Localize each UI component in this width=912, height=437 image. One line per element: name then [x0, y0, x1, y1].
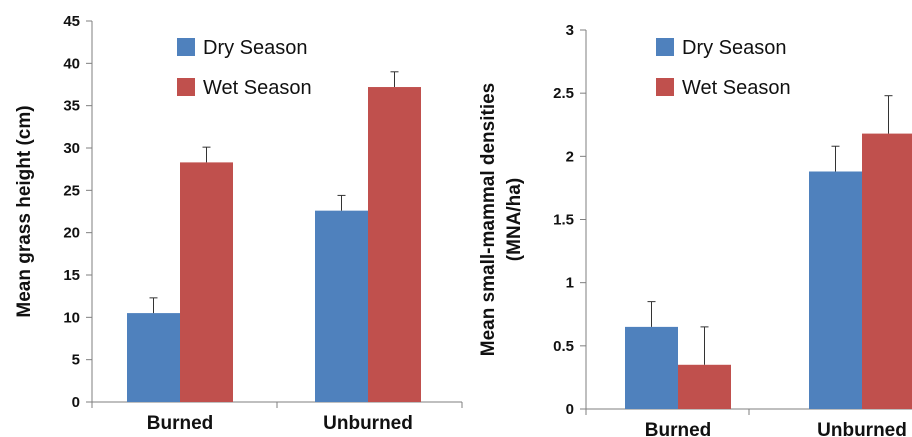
y-tick-label: 2: [566, 148, 574, 165]
y-tick-label: 0: [566, 401, 574, 418]
legend-label: Dry Season: [682, 37, 787, 59]
y-axis-label: Mean small-mammal densities: [478, 83, 499, 357]
y-tick-label: 1: [566, 275, 574, 292]
legend-label: Wet Season: [682, 77, 791, 99]
legend-label: Wet Season: [203, 77, 312, 99]
mammal-density-chart: 0 0.5 1 1.5 2 2.5 3 Burned Unburned Mean small-ma…: [478, 22, 912, 437]
legend-swatch-wet: [177, 78, 195, 96]
bar-dry-burned: [625, 326, 678, 409]
y-tick-label: 1.5: [553, 212, 574, 229]
y-tick-label: 20: [63, 225, 80, 242]
grass-height-chart: 0 5 10 15 20 25 30 35 40 45 Burned Unburned Mean gra…: [14, 13, 463, 434]
category-label: Unburned: [817, 420, 907, 437]
bar-wet-unburned: [368, 87, 421, 402]
bar-wet-burned: [180, 162, 233, 402]
bar-dry-unburned: [315, 210, 368, 402]
legend-swatch-wet: [656, 78, 674, 96]
bar-dry-burned: [127, 313, 180, 402]
y-axis-label: (MNA/ha): [504, 178, 525, 261]
y-axis-label: Mean grass height (cm): [14, 105, 35, 317]
y-tick-label: 5: [72, 352, 80, 369]
legend-swatch-dry: [656, 38, 674, 56]
category-label: Unburned: [323, 413, 413, 434]
y-tick-label: 2.5: [553, 85, 574, 102]
category-label: Burned: [645, 420, 712, 437]
category-label: Burned: [147, 413, 214, 434]
y-tick-label: 30: [63, 140, 80, 157]
legend-swatch-dry: [177, 38, 195, 56]
y-tick-label: 35: [63, 98, 80, 115]
y-tick-label: 0: [72, 394, 80, 411]
y-tick-label: 3: [566, 22, 574, 39]
bar-dry-unburned: [809, 171, 862, 409]
y-tick-label: 25: [63, 182, 80, 199]
y-tick-label: 0.5: [553, 338, 574, 355]
bar-wet-unburned: [862, 133, 912, 410]
y-tick-label: 45: [63, 13, 80, 30]
y-tick-label: 15: [63, 267, 80, 284]
legend-label: Dry Season: [203, 37, 308, 59]
y-tick-label: 10: [63, 309, 80, 326]
y-tick-label: 40: [63, 55, 80, 72]
bar-wet-burned: [678, 364, 731, 409]
